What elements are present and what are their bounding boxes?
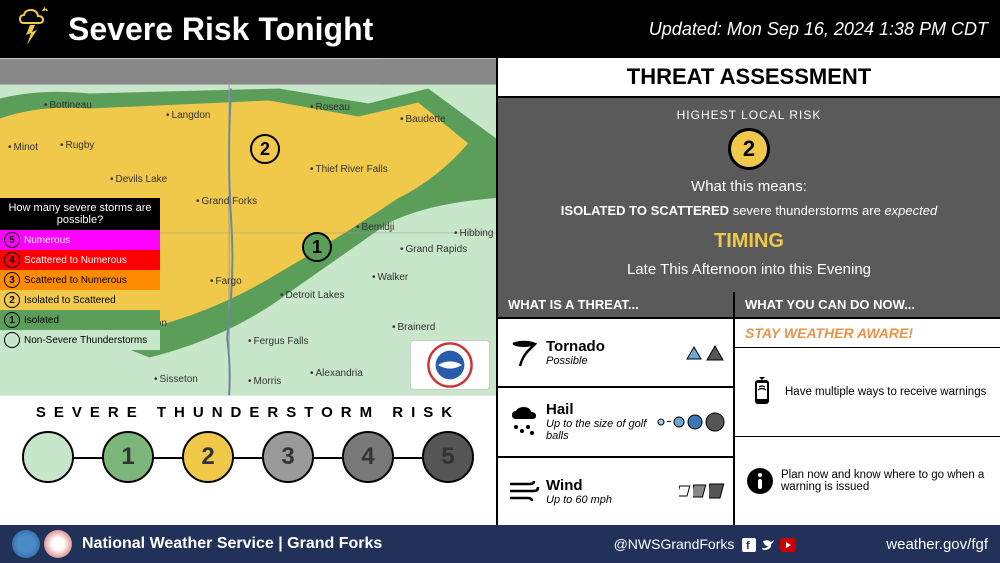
city-label: Alexandria xyxy=(310,368,363,379)
stay-aware-label: STAY WEATHER AWARE! xyxy=(735,317,1000,347)
updated-timestamp: Updated: Mon Sep 16, 2024 1:38 PM CDT xyxy=(649,19,988,40)
svg-text:!: ! xyxy=(44,5,47,13)
city-label: Roseau xyxy=(310,102,350,113)
risk-level-4: 4 xyxy=(342,431,394,483)
zone-label-1: 1 xyxy=(302,232,332,262)
city-label: Minot xyxy=(8,142,38,153)
highest-risk-label: HIGHEST LOCAL RISK xyxy=(518,108,980,122)
legend-row: 3Scattered to Numerous xyxy=(0,270,160,290)
nws-logo-badge xyxy=(410,340,490,390)
risk-level-3: 3 xyxy=(262,431,314,483)
risk-scale-dots: 12345 xyxy=(18,431,478,483)
facebook-icon[interactable]: f xyxy=(742,538,756,552)
tornado-label: Tornado xyxy=(546,338,685,355)
legend-row: 4Scattered to Numerous xyxy=(0,250,160,270)
hail-icon xyxy=(506,407,542,437)
city-label: Langdon xyxy=(166,110,210,121)
website-url[interactable]: weather.gov/fgf xyxy=(886,536,988,553)
threats-column: WHAT IS A THREAT... TornadoPossible Hail… xyxy=(498,292,735,525)
city-label: Grand Rapids xyxy=(400,244,467,255)
risk-scale-title: SEVERE THUNDERSTORM RISK xyxy=(18,404,478,421)
youtube-icon[interactable] xyxy=(780,538,796,552)
city-label: Devils Lake xyxy=(110,174,167,185)
svg-text:f: f xyxy=(746,540,750,552)
tornado-icon xyxy=(506,338,542,368)
nws-logo-icon xyxy=(44,530,72,558)
actions-column: WHAT YOU CAN DO NOW... STAY WEATHER AWAR… xyxy=(735,292,1000,525)
city-label: Thief River Falls xyxy=(310,164,388,175)
city-label: Hibbing xyxy=(454,228,493,239)
header-bar: ! Severe Risk Tonight Updated: Mon Sep 1… xyxy=(0,0,1000,58)
action-text: Have multiple ways to receive warnings xyxy=(785,386,986,398)
risk-level-2: 2 xyxy=(182,431,234,483)
wind-label: Wind xyxy=(546,477,679,494)
threat-row-hail: HailUp to the size of golf balls xyxy=(498,386,733,455)
city-label: Detroit Lakes xyxy=(280,290,344,301)
timing-header: TIMING xyxy=(518,230,980,253)
hail-desc: Up to the size of golf balls xyxy=(546,418,657,442)
phone-alert-icon xyxy=(745,377,779,407)
what-this-means-label: What this means: xyxy=(518,178,980,195)
map-legend: How many severe storms are possible? 5Nu… xyxy=(0,198,160,350)
zone-label-2: 2 xyxy=(250,134,280,164)
city-label: Brainerd xyxy=(392,322,435,333)
wind-desc: Up to 60 mph xyxy=(546,494,679,506)
twitter-icon[interactable] xyxy=(761,538,775,552)
hail-label: Hail xyxy=(546,401,657,418)
threats-header: WHAT IS A THREAT... xyxy=(498,292,733,317)
action-row: Have multiple ways to receive warnings xyxy=(735,347,1000,436)
legend-title: How many severe storms are possible? xyxy=(0,198,160,230)
tornado-desc: Possible xyxy=(546,355,685,367)
city-label: Baudette xyxy=(400,114,446,125)
city-label: Rugby xyxy=(60,140,94,151)
agency-name: National Weather Service | Grand Forks xyxy=(82,535,382,553)
timing-text: Late This Afternoon into this Evening xyxy=(518,261,980,278)
legend-row: 5Numerous xyxy=(0,230,160,250)
city-label: Bottineau xyxy=(44,100,92,111)
info-icon xyxy=(745,466,775,496)
wind-indicator xyxy=(679,483,725,499)
footer-social: @NWSGrandForks f weather.gov/fgf xyxy=(614,536,988,553)
city-label: Fargo xyxy=(210,276,242,287)
infographic-container: ! Severe Risk Tonight Updated: Mon Sep 1… xyxy=(0,0,1000,563)
threat-assessment-header: THREAT ASSESSMENT xyxy=(498,58,1000,98)
social-handle[interactable]: @NWSGrandForks f xyxy=(614,536,797,552)
left-panel: Bottineau Langdon Roseau Baudette Minot Rugby… xyxy=(0,58,498,525)
city-label: Sisseton xyxy=(154,374,198,385)
city-label: Morris xyxy=(248,376,281,387)
city-label: Walker xyxy=(372,272,408,283)
risk-level-0 xyxy=(22,431,74,483)
legend-row: 1Isolated xyxy=(0,310,160,330)
footer-logos xyxy=(12,530,72,558)
threat-description: ISOLATED TO SCATTERED severe thunderstor… xyxy=(518,203,980,218)
storm-icon: ! xyxy=(12,5,56,54)
legend-row: Non-Severe Thunderstorms xyxy=(0,330,160,350)
action-text: Plan now and know where to go when a war… xyxy=(781,469,990,493)
threat-assessment-body: HIGHEST LOCAL RISK 2 What this means: IS… xyxy=(498,98,1000,292)
footer-bar: National Weather Service | Grand Forks @… xyxy=(0,525,1000,563)
actions-header: WHAT YOU CAN DO NOW... xyxy=(735,292,1000,317)
city-label: Fergus Falls xyxy=(248,336,309,347)
risk-map: Bottineau Langdon Roseau Baudette Minot Rugby… xyxy=(0,58,496,396)
tornado-indicator xyxy=(685,344,725,362)
threat-row-tornado: TornadoPossible xyxy=(498,317,733,386)
risk-level-circle: 2 xyxy=(728,128,770,170)
main-content: Bottineau Langdon Roseau Baudette Minot Rugby… xyxy=(0,58,1000,525)
risk-level-1: 1 xyxy=(102,431,154,483)
risk-scale-panel: SEVERE THUNDERSTORM RISK 12345 xyxy=(0,396,496,525)
wind-icon xyxy=(506,478,542,504)
two-column-section: WHAT IS A THREAT... TornadoPossible Hail… xyxy=(498,292,1000,525)
main-title: Severe Risk Tonight xyxy=(68,11,649,48)
action-row: Plan now and know where to go when a war… xyxy=(735,436,1000,525)
hail-indicator xyxy=(657,412,725,432)
city-label: Bemidji xyxy=(356,222,394,233)
city-label: Grand Forks xyxy=(196,196,257,207)
noaa-logo-icon xyxy=(12,530,40,558)
right-panel: THREAT ASSESSMENT HIGHEST LOCAL RISK 2 W… xyxy=(498,58,1000,525)
threat-row-wind: WindUp to 60 mph xyxy=(498,456,733,525)
risk-level-5: 5 xyxy=(422,431,474,483)
legend-row: 2Isolated to Scattered xyxy=(0,290,160,310)
